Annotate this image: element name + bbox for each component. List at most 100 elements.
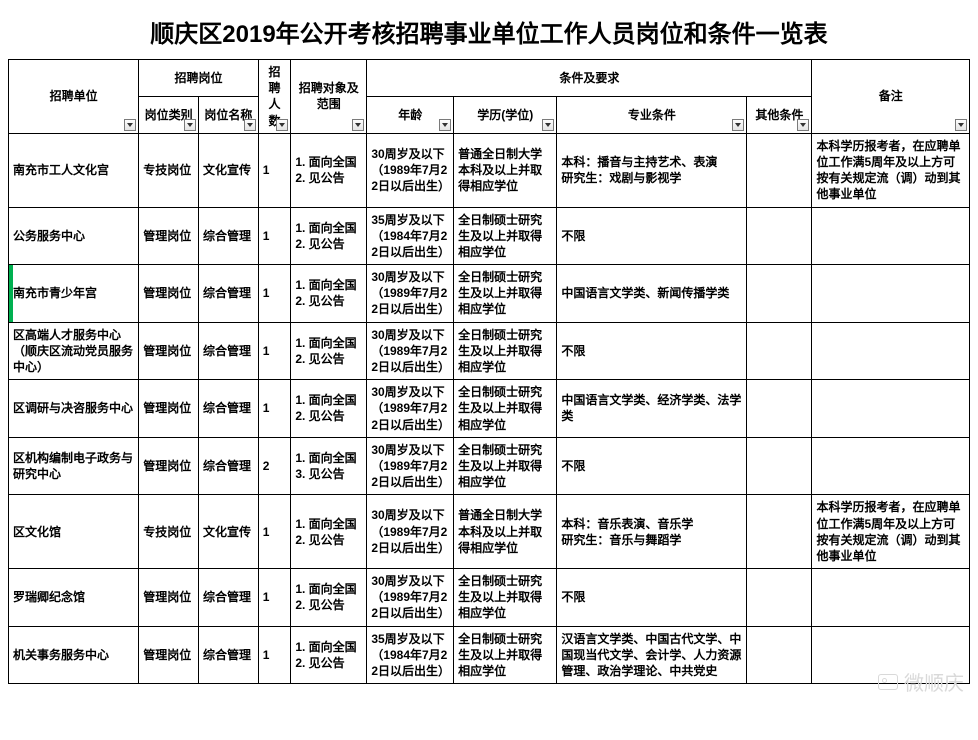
th-age[interactable]: 年龄: [367, 96, 454, 133]
cell-major: 不限: [557, 569, 747, 627]
cell-unit: 区高端人才服务中心（顺庆区流动党员服务中心）: [9, 322, 139, 380]
th-other[interactable]: 其他条件: [747, 96, 812, 133]
th-cond-group: 条件及要求: [367, 60, 812, 97]
cell-major: 不限: [557, 437, 747, 495]
cell-remark: [812, 437, 970, 495]
table-row: 公务服务中心管理岗位综合管理11. 面向全国2. 见公告35周岁及以下（1984…: [9, 207, 970, 265]
cell-count: 1: [258, 626, 291, 684]
cell-unit: 南充市青少年宫: [9, 265, 139, 323]
cell-name: 综合管理: [199, 569, 259, 627]
th-major[interactable]: 专业条件: [557, 96, 747, 133]
cell-other: [747, 495, 812, 569]
cell-major: 不限: [557, 207, 747, 265]
cell-count: 1: [258, 495, 291, 569]
cell-name: 文化宣传: [199, 133, 259, 207]
table-row: 南充市工人文化宫专技岗位文化宣传11. 面向全国2. 见公告30周岁及以下（19…: [9, 133, 970, 207]
th-remark[interactable]: 备注: [812, 60, 970, 134]
page-title: 顺庆区2019年公开考核招聘事业单位工作人员岗位和条件一览表: [8, 8, 970, 59]
cell-cat: 管理岗位: [139, 207, 199, 265]
th-age-label: 年龄: [398, 108, 422, 122]
cell-remark: [812, 626, 970, 684]
cell-remark: 本科学历报考者，在应聘单位工作满5周年及以上方可按有关规定流（调）动到其他事业单…: [812, 133, 970, 207]
filter-icon[interactable]: [352, 119, 364, 131]
th-name[interactable]: 岗位名称: [199, 96, 259, 133]
cell-count: 1: [258, 322, 291, 380]
th-position-group: 招聘岗位: [139, 60, 258, 97]
cell-age: 35周岁及以下（1984年7月22日以后出生）: [367, 626, 454, 684]
cell-other: [747, 437, 812, 495]
cell-age: 30周岁及以下（1989年7月22日以后出生）: [367, 437, 454, 495]
cell-major: 本科：音乐表演、音乐学研究生：音乐与舞蹈学: [557, 495, 747, 569]
cell-cat: 管理岗位: [139, 626, 199, 684]
th-edu[interactable]: 学历(学位): [454, 96, 557, 133]
cell-edu: 全日制硕士研究生及以上并取得相应学位: [454, 207, 557, 265]
cell-cat: 专技岗位: [139, 133, 199, 207]
cell-remark: 本科学历报考者，在应聘单位工作满5周年及以上方可按有关规定流（调）动到其他事业单…: [812, 495, 970, 569]
th-cat[interactable]: 岗位类别: [139, 96, 199, 133]
cell-other: [747, 265, 812, 323]
table-body: 南充市工人文化宫专技岗位文化宣传11. 面向全国2. 见公告30周岁及以下（19…: [9, 133, 970, 683]
cell-name: 综合管理: [199, 437, 259, 495]
filter-icon[interactable]: [244, 119, 256, 131]
cell-age: 30周岁及以下（1989年7月22日以后出生）: [367, 265, 454, 323]
table-row: 罗瑞卿纪念馆管理岗位综合管理11. 面向全国2. 见公告30周岁及以下（1989…: [9, 569, 970, 627]
th-unit[interactable]: 招聘单位: [9, 60, 139, 134]
cell-name: 综合管理: [199, 265, 259, 323]
cell-remark: [812, 207, 970, 265]
cell-edu: 全日制硕士研究生及以上并取得相应学位: [454, 380, 557, 438]
cell-remark: [812, 380, 970, 438]
th-scope-label: 招聘对象及范围: [299, 81, 359, 111]
cell-unit: 区文化馆: [9, 495, 139, 569]
cell-cat: 管理岗位: [139, 265, 199, 323]
cell-unit: 机关事务服务中心: [9, 626, 139, 684]
cell-age: 30周岁及以下（1989年7月22日以后出生）: [367, 569, 454, 627]
cell-remark: [812, 569, 970, 627]
cell-edu: 全日制硕士研究生及以上并取得相应学位: [454, 265, 557, 323]
cell-edu: 普通全日制大学本科及以上并取得相应学位: [454, 495, 557, 569]
cell-count: 1: [258, 380, 291, 438]
cell-cat: 管理岗位: [139, 569, 199, 627]
th-edu-label: 学历(学位): [477, 108, 533, 122]
cell-count: 1: [258, 133, 291, 207]
cell-scope: 1. 面向全国2. 见公告: [291, 495, 367, 569]
table-row: 区调研与决咨服务中心管理岗位综合管理11. 面向全国2. 见公告30周岁及以下（…: [9, 380, 970, 438]
cell-name: 综合管理: [199, 626, 259, 684]
cell-remark: [812, 322, 970, 380]
cell-major: 中国语言文学类、经济学类、法学类: [557, 380, 747, 438]
cell-edu: 全日制硕士研究生及以上并取得相应学位: [454, 437, 557, 495]
cell-edu: 全日制硕士研究生及以上并取得相应学位: [454, 322, 557, 380]
page-container: 顺庆区2019年公开考核招聘事业单位工作人员岗位和条件一览表 招聘单位 招聘岗位…: [0, 0, 978, 704]
filter-icon[interactable]: [184, 119, 196, 131]
cell-other: [747, 322, 812, 380]
recruitment-table: 招聘单位 招聘岗位 招聘人数 招聘对象及范围 条件及要求 备注: [8, 59, 970, 684]
table-row: 区机构编制电子政务与研究中心管理岗位综合管理21. 面向全国3. 见公告30周岁…: [9, 437, 970, 495]
filter-icon[interactable]: [276, 119, 288, 131]
cell-name: 综合管理: [199, 322, 259, 380]
th-other-label: 其他条件: [755, 108, 803, 122]
filter-icon[interactable]: [439, 119, 451, 131]
cell-age: 30周岁及以下（1989年7月22日以后出生）: [367, 133, 454, 207]
cell-scope: 1. 面向全国2. 见公告: [291, 133, 367, 207]
th-count[interactable]: 招聘人数: [258, 60, 291, 134]
filter-icon[interactable]: [542, 119, 554, 131]
cell-edu: 普通全日制大学本科及以上并取得相应学位: [454, 133, 557, 207]
row-marker-icon: [9, 265, 13, 322]
filter-icon[interactable]: [124, 119, 136, 131]
filter-icon[interactable]: [732, 119, 744, 131]
cell-unit: 南充市工人文化宫: [9, 133, 139, 207]
cell-other: [747, 569, 812, 627]
cell-name: 文化宣传: [199, 495, 259, 569]
cell-count: 1: [258, 207, 291, 265]
th-scope[interactable]: 招聘对象及范围: [291, 60, 367, 134]
filter-icon[interactable]: [955, 119, 967, 131]
cell-edu: 全日制硕士研究生及以上并取得相应学位: [454, 626, 557, 684]
cell-other: [747, 207, 812, 265]
cell-edu: 全日制硕士研究生及以上并取得相应学位: [454, 569, 557, 627]
cell-major: 本科：播音与主持艺术、表演研究生：戏剧与影视学: [557, 133, 747, 207]
cell-cat: 专技岗位: [139, 495, 199, 569]
cell-cat: 管理岗位: [139, 437, 199, 495]
table-row: 机关事务服务中心管理岗位综合管理11. 面向全国2. 见公告35周岁及以下（19…: [9, 626, 970, 684]
cell-other: [747, 626, 812, 684]
filter-icon[interactable]: [797, 119, 809, 131]
cell-cat: 管理岗位: [139, 322, 199, 380]
